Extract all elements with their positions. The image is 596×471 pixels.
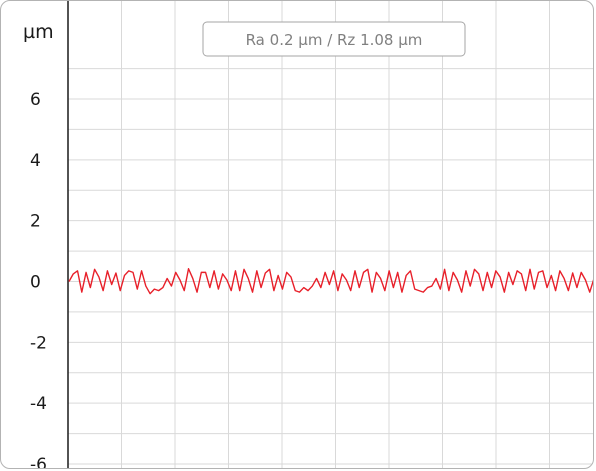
y-tick-label: -6	[30, 455, 47, 469]
y-tick-labels: -6 -4 -2 0 2 4 6	[30, 90, 47, 469]
grid	[68, 1, 593, 468]
y-tick-label: 2	[30, 212, 41, 232]
y-tick-label: 0	[30, 273, 41, 293]
y-tick-label: 6	[30, 90, 41, 110]
annotation-box	[202, 21, 466, 57]
y-tick-label: 4	[30, 151, 41, 171]
annotation-text: Ra 0.2 µm / Rz 1.08 µm	[246, 31, 423, 49]
roughness-annotation: Ra 0.2 µm / Rz 1.08 µm	[202, 21, 466, 57]
series-line	[68, 268, 593, 295]
y-unit-label: µm	[23, 21, 54, 43]
y-tick-label: -4	[30, 394, 47, 414]
y-tick-label: -2	[30, 333, 47, 353]
